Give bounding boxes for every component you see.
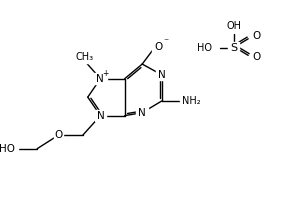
- Bar: [180, 95, 202, 107]
- Bar: [251, 31, 263, 41]
- Bar: [54, 130, 64, 140]
- Bar: [156, 69, 168, 80]
- Bar: [251, 52, 263, 63]
- Text: OH: OH: [226, 21, 241, 31]
- Text: CH₃: CH₃: [76, 52, 94, 62]
- Text: O: O: [155, 42, 163, 52]
- Bar: [136, 107, 148, 118]
- Bar: [94, 73, 107, 84]
- Bar: [194, 42, 215, 53]
- Text: N: N: [97, 111, 104, 121]
- Bar: [224, 21, 243, 31]
- Bar: [74, 52, 95, 63]
- Text: +: +: [102, 69, 108, 78]
- Text: HO: HO: [0, 144, 15, 154]
- Text: HO: HO: [197, 43, 212, 53]
- Text: N: N: [158, 70, 166, 80]
- Text: NH₂: NH₂: [182, 96, 200, 106]
- Text: O: O: [253, 31, 261, 41]
- Bar: [152, 41, 171, 52]
- Text: N: N: [138, 108, 146, 118]
- Text: N: N: [96, 74, 103, 84]
- Text: S: S: [230, 43, 237, 53]
- Text: O: O: [55, 130, 63, 140]
- Text: O: O: [253, 52, 261, 62]
- Bar: [228, 42, 240, 53]
- Bar: [95, 110, 106, 121]
- Text: ⁻: ⁻: [163, 38, 168, 48]
- Bar: [0, 143, 18, 154]
